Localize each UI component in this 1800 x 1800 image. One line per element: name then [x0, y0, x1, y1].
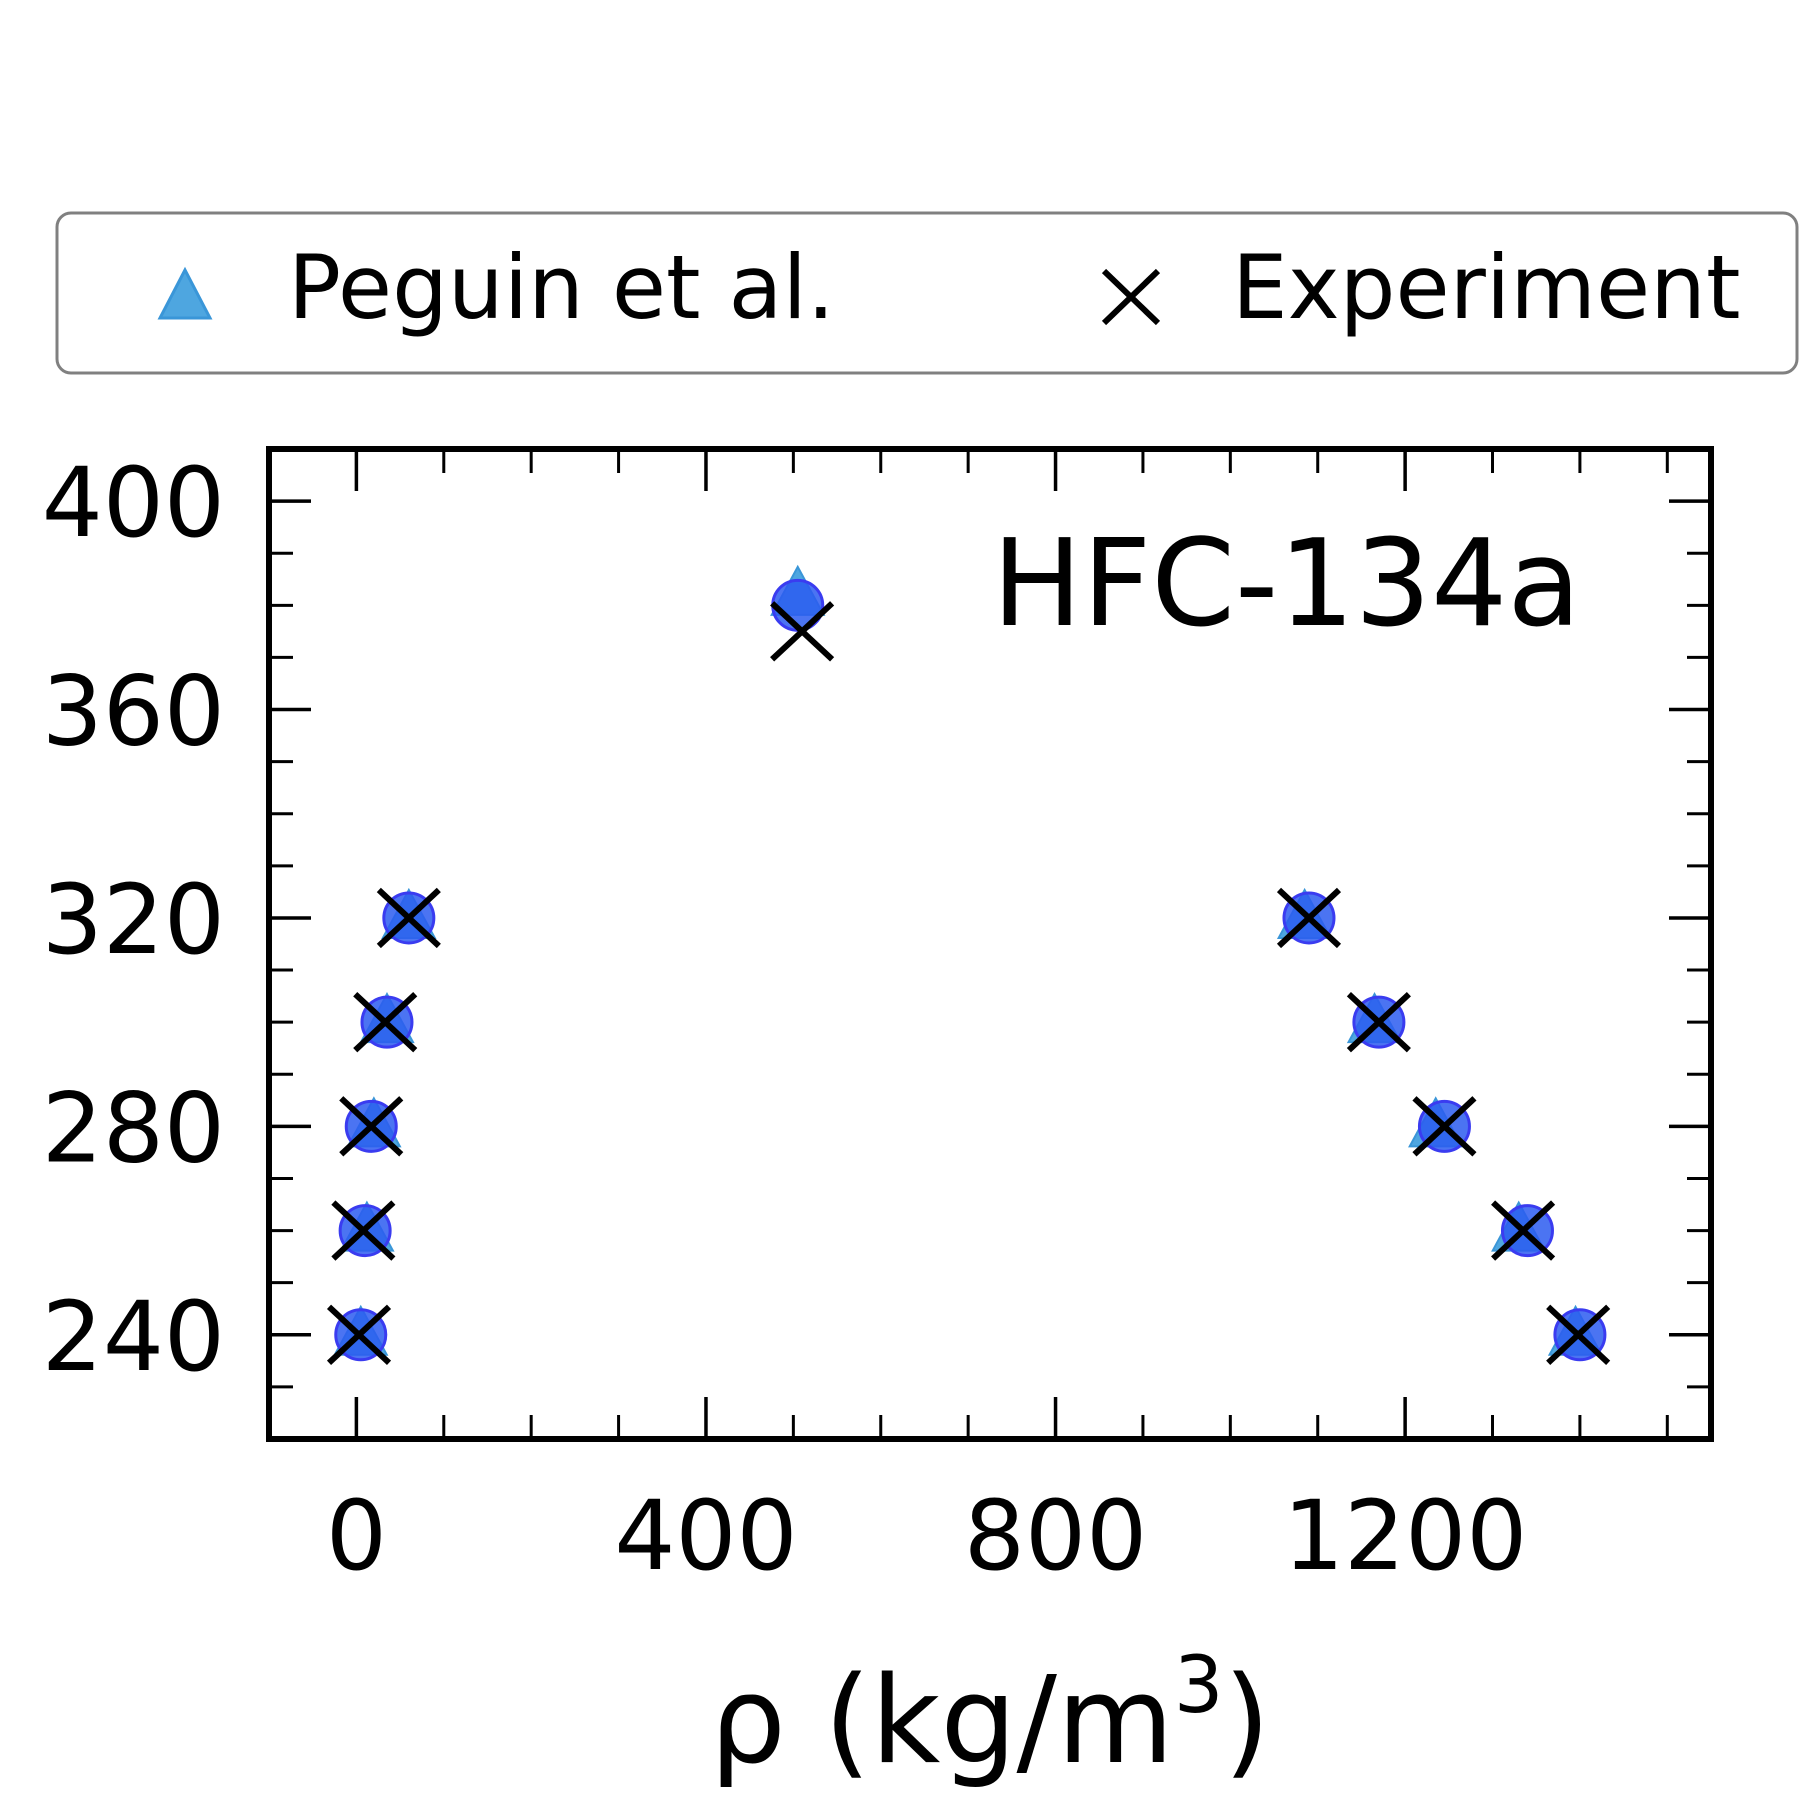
cross-point: [1276, 887, 1342, 949]
cross-point: [1491, 1200, 1556, 1261]
cross-stroke: [1546, 1304, 1611, 1365]
cross-point: [339, 1096, 404, 1157]
y-tick-label: 400: [42, 447, 225, 559]
x-axis-label-sup: 3: [1174, 1641, 1224, 1731]
cross-point: [353, 991, 418, 1053]
legend-label-peguin: Peguin et al.: [288, 236, 835, 339]
ticks: [267, 447, 1711, 1441]
x-tick-label: 400: [614, 1480, 797, 1592]
cross-point: [1412, 1096, 1477, 1157]
y-tick-label: 240: [42, 1281, 225, 1393]
plot-frame: [266, 446, 1714, 1442]
cross-stroke: [326, 1304, 392, 1365]
cross-stroke: [353, 991, 418, 1053]
x-tick-label: 800: [964, 1480, 1147, 1592]
cross-point: [376, 887, 441, 949]
x-axis-label: ρ (kg/m3): [710, 1641, 1271, 1791]
legend-triangle-marker: [157, 266, 213, 320]
tick-labels: 0 400 800 1200 240 280 320 360 400: [42, 447, 1528, 1592]
y-tick-label: 320: [42, 864, 225, 976]
cross-point: [770, 601, 835, 662]
y-tick-label: 360: [42, 656, 225, 768]
cross-stroke: [1346, 991, 1411, 1053]
legend: Peguin et al. Experiment: [55, 211, 1799, 375]
x-tick-label: 1200: [1283, 1480, 1527, 1592]
marks: [326, 564, 1611, 1365]
cross-stroke: [1491, 1200, 1556, 1261]
legend-label-experiment: Experiment: [1232, 236, 1740, 339]
cross-point: [1346, 991, 1411, 1053]
y-tick-label: 280: [42, 1072, 225, 1184]
cross-stroke: [376, 887, 441, 949]
annotation-label: HFC-134a: [992, 515, 1581, 654]
x-axis-label-main: ρ (kg/m: [710, 1652, 1174, 1791]
cross-stroke: [770, 601, 835, 662]
x-axis-label-end: ): [1223, 1652, 1270, 1791]
cross-point: [1546, 1304, 1611, 1365]
legend-frame: [55, 211, 1799, 375]
legend-cross-marker: [1101, 268, 1161, 326]
cross-stroke: [1412, 1096, 1477, 1157]
x-tick-label: 0: [326, 1480, 387, 1592]
cross-stroke: [1276, 887, 1342, 949]
cross-point: [331, 1200, 396, 1261]
cross-stroke: [339, 1096, 404, 1157]
cross-point: [326, 1304, 392, 1365]
cross-stroke: [331, 1200, 396, 1261]
